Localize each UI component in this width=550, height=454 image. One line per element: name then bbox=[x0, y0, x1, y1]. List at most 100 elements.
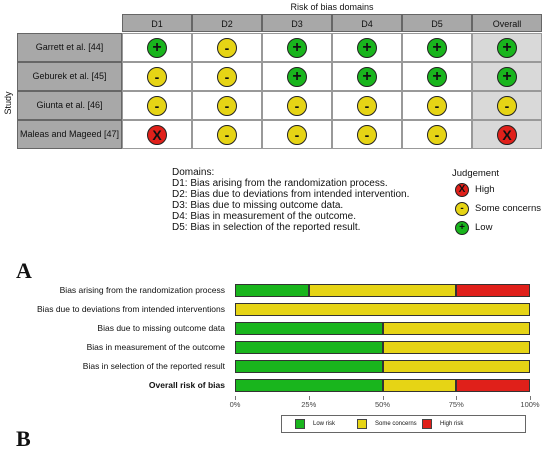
judgement-cell: - bbox=[402, 120, 472, 149]
bar-segment-low-risk bbox=[235, 322, 383, 335]
legend-high-label: High bbox=[475, 184, 495, 195]
category-label: Bias due to missing outcome data bbox=[97, 323, 225, 333]
judgement-low-icon: + bbox=[357, 37, 377, 58]
category-label: Bias due to deviations from intended int… bbox=[36, 304, 225, 314]
judgement-cell: - bbox=[192, 33, 262, 62]
judgement-cell: - bbox=[122, 91, 192, 120]
judgement-some-icon: - bbox=[217, 37, 237, 58]
panel-letter-b: B bbox=[16, 426, 31, 451]
judgement-low-icon: + bbox=[357, 66, 377, 87]
legend-some-icon: - bbox=[455, 202, 469, 216]
x-tick-label: 0% bbox=[229, 400, 241, 409]
judgement-low-icon: + bbox=[287, 66, 307, 87]
judgement-some-icon: - bbox=[287, 124, 307, 145]
x-tick-mark bbox=[382, 396, 384, 400]
bar-segment-some-concerns bbox=[382, 322, 530, 335]
legend-swatch-high-risk bbox=[422, 419, 432, 429]
x-tick-label: 100% bbox=[520, 400, 540, 409]
legend-label: Low risk bbox=[313, 421, 336, 427]
judgement-cell: - bbox=[402, 91, 472, 120]
judgement-cell: - bbox=[332, 91, 402, 120]
domain-description-d4: D4: Bias in measurement of the outcome. bbox=[172, 211, 356, 222]
bar-segment-high-risk bbox=[456, 284, 530, 297]
judgement-some-icon: - bbox=[217, 95, 237, 116]
bar-chart-legend bbox=[281, 415, 526, 433]
domain-description-d5: D5: Bias in selection of the reported re… bbox=[172, 222, 361, 233]
category-label: Bias in selection of the reported result bbox=[82, 361, 225, 371]
bar-segment-low-risk bbox=[235, 360, 383, 373]
judgement-cell: + bbox=[262, 62, 332, 91]
judgement-cell: + bbox=[472, 62, 542, 91]
legend-low-icon: + bbox=[455, 221, 469, 235]
judgement-some-icon: - bbox=[217, 66, 237, 87]
judgement-cell: - bbox=[192, 120, 262, 149]
legend-some-label: Some concerns bbox=[475, 203, 542, 214]
bar-segment-low-risk bbox=[235, 341, 383, 354]
domain-description-d2: D2: Bias due to deviations from intended… bbox=[172, 189, 410, 200]
category-label: Overall risk of bias bbox=[148, 380, 225, 390]
study-axis-label: Study bbox=[3, 90, 13, 115]
bar-segment-some-concerns bbox=[308, 284, 457, 297]
judgement-some-icon: - bbox=[427, 95, 447, 116]
bar-segment-some-concerns bbox=[382, 360, 530, 373]
judgement-cell: + bbox=[262, 33, 332, 62]
judgement-cell: - bbox=[472, 91, 542, 120]
judgement-cell: + bbox=[332, 33, 402, 62]
domain-header-d3: D3 bbox=[262, 14, 332, 32]
study-label: Maleas and Mageed [47] bbox=[17, 120, 122, 149]
bar-segment-high-risk bbox=[456, 379, 530, 392]
legend-low-label: Low bbox=[475, 222, 493, 233]
judgement-low-icon: + bbox=[427, 37, 447, 58]
x-tick-mark bbox=[456, 396, 458, 400]
legend-label: High risk bbox=[440, 421, 464, 427]
judgement-cell: - bbox=[192, 91, 262, 120]
judgement-low-icon: + bbox=[497, 66, 517, 87]
judgement-cell: + bbox=[402, 62, 472, 91]
judgement-some-icon: - bbox=[147, 66, 167, 87]
judgement-cell: - bbox=[262, 120, 332, 149]
judgement-low-icon: + bbox=[287, 37, 307, 58]
domain-description-d3: D3: Bias due to missing outcome data. bbox=[172, 200, 344, 211]
bar-segment-low-risk bbox=[235, 379, 383, 392]
judgement-cell: - bbox=[262, 91, 332, 120]
legend-high-icon: X bbox=[455, 183, 469, 197]
judgement-cell: - bbox=[332, 120, 402, 149]
bar-segment-some-concerns bbox=[382, 379, 457, 392]
judgement-legend-title: Judgement bbox=[452, 168, 500, 179]
panel-letter-a: A bbox=[16, 258, 32, 283]
judgement-cell: X bbox=[472, 120, 542, 149]
study-axis: Study bbox=[2, 40, 14, 165]
legend-swatch-some-concerns bbox=[357, 419, 367, 429]
judgement-some-icon: - bbox=[147, 95, 167, 116]
domain-header-d4: D4 bbox=[332, 14, 402, 32]
judgement-some-icon: - bbox=[497, 95, 517, 116]
domain-header-d5: D5 bbox=[402, 14, 472, 32]
bar-segment-some-concerns bbox=[235, 303, 530, 316]
x-tick-mark bbox=[530, 396, 531, 400]
judgement-cell: - bbox=[122, 62, 192, 91]
study-label: Geburek et al. [45] bbox=[17, 62, 122, 91]
judgement-cell: + bbox=[332, 62, 402, 91]
bar-segment-some-concerns bbox=[382, 341, 530, 354]
risk-of-bias-domains-title: Risk of bias domains bbox=[290, 2, 374, 12]
domain-header-d2: D2 bbox=[192, 14, 262, 32]
study-label: Giunta et al. [46] bbox=[17, 91, 122, 120]
judgement-cell: + bbox=[472, 33, 542, 62]
x-tick-label: 50% bbox=[374, 400, 390, 409]
judgement-some-icon: - bbox=[217, 124, 237, 145]
judgement-low-icon: + bbox=[497, 37, 517, 58]
category-label: Bias arising from the randomization proc… bbox=[59, 285, 225, 295]
x-tick-label: 25% bbox=[301, 400, 317, 409]
category-label: Bias in measurement of the outcome bbox=[86, 342, 225, 352]
judgement-some-icon: - bbox=[357, 124, 377, 145]
judgement-high-icon: X bbox=[147, 124, 167, 145]
domain-header-d1: D1 bbox=[122, 14, 192, 32]
legend-swatch-low-risk bbox=[295, 419, 305, 429]
judgement-some-icon: - bbox=[427, 124, 447, 145]
x-tick-label: 75% bbox=[448, 400, 464, 409]
x-tick-mark bbox=[235, 396, 236, 400]
judgement-some-icon: - bbox=[357, 95, 377, 116]
domain-header-overall: Overall bbox=[472, 14, 542, 32]
domain-description-d1: D1: Bias arising from the randomization … bbox=[172, 178, 388, 189]
judgement-cell: + bbox=[122, 33, 192, 62]
